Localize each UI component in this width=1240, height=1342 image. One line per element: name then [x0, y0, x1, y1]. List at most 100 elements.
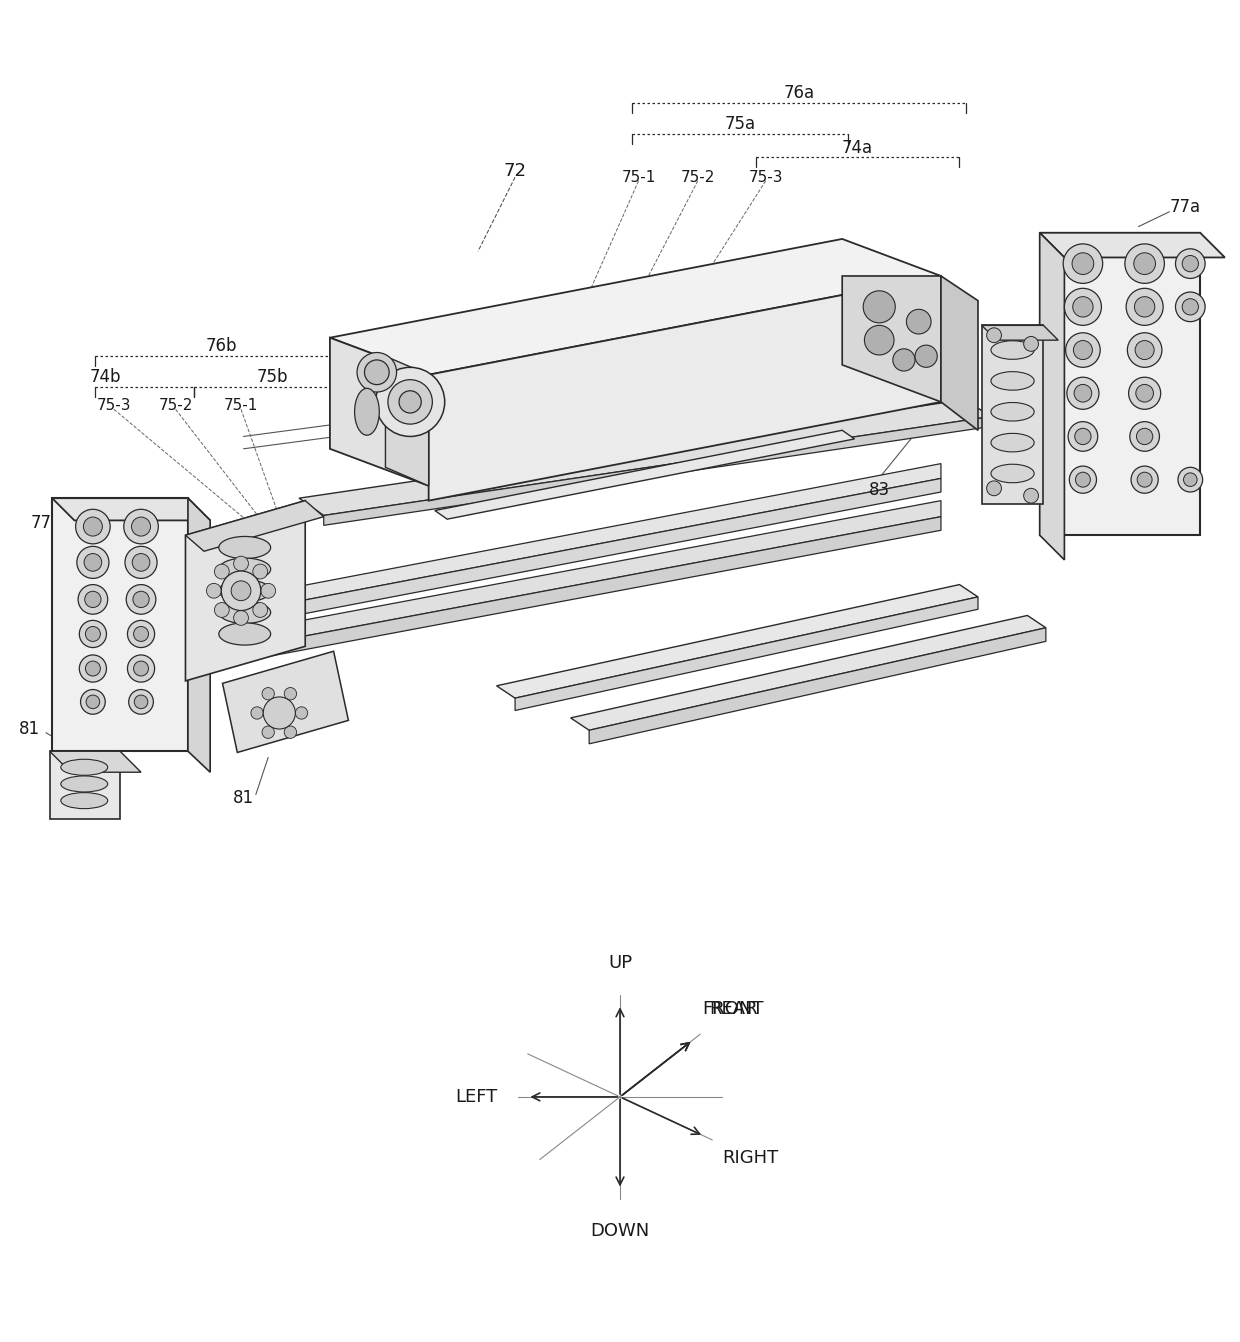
Polygon shape: [941, 276, 978, 431]
Text: 81: 81: [233, 789, 254, 807]
Ellipse shape: [991, 403, 1034, 421]
Ellipse shape: [61, 793, 108, 809]
Polygon shape: [243, 479, 941, 625]
Circle shape: [126, 585, 156, 615]
Circle shape: [1133, 252, 1156, 275]
Circle shape: [79, 655, 107, 682]
Text: 75b: 75b: [257, 368, 288, 386]
Circle shape: [134, 662, 149, 676]
Circle shape: [124, 509, 159, 544]
Circle shape: [893, 349, 915, 370]
Circle shape: [284, 687, 296, 701]
Circle shape: [1126, 289, 1163, 325]
Circle shape: [131, 517, 150, 535]
Circle shape: [1074, 341, 1092, 360]
Circle shape: [221, 570, 260, 611]
Polygon shape: [1039, 232, 1064, 560]
Circle shape: [250, 707, 263, 719]
Circle shape: [1135, 297, 1154, 317]
Text: 81: 81: [20, 721, 41, 738]
Circle shape: [1135, 341, 1154, 360]
Circle shape: [388, 380, 433, 424]
Circle shape: [864, 325, 894, 356]
Polygon shape: [570, 616, 1045, 730]
Circle shape: [1068, 421, 1097, 451]
Polygon shape: [435, 431, 854, 519]
Circle shape: [231, 581, 250, 601]
Circle shape: [215, 564, 229, 578]
Text: 83: 83: [869, 480, 890, 498]
Polygon shape: [186, 501, 324, 552]
Circle shape: [134, 627, 149, 641]
Ellipse shape: [218, 558, 270, 580]
Circle shape: [1137, 472, 1152, 487]
Text: 77b: 77b: [30, 514, 62, 531]
Circle shape: [133, 553, 150, 572]
Text: LEFT: LEFT: [455, 1088, 497, 1106]
Circle shape: [1065, 333, 1100, 368]
Circle shape: [1131, 466, 1158, 494]
Text: FRONT: FRONT: [702, 1000, 764, 1017]
Polygon shape: [324, 417, 991, 525]
Circle shape: [1125, 244, 1164, 283]
Polygon shape: [330, 239, 941, 374]
Circle shape: [295, 707, 308, 719]
Ellipse shape: [991, 341, 1034, 360]
Circle shape: [86, 695, 99, 709]
Polygon shape: [515, 597, 978, 710]
Text: 75-1: 75-1: [224, 399, 258, 413]
Circle shape: [987, 327, 1002, 342]
Circle shape: [399, 391, 422, 413]
Circle shape: [77, 546, 109, 578]
Circle shape: [86, 662, 100, 676]
Ellipse shape: [991, 372, 1034, 391]
Polygon shape: [330, 338, 429, 486]
Circle shape: [134, 695, 148, 709]
Circle shape: [1128, 377, 1161, 409]
Circle shape: [128, 655, 155, 682]
Circle shape: [906, 309, 931, 334]
Polygon shape: [188, 498, 210, 772]
Text: UP: UP: [608, 954, 632, 972]
Text: DOWN: DOWN: [590, 1223, 650, 1240]
Circle shape: [1130, 421, 1159, 451]
Text: 76a: 76a: [784, 85, 815, 102]
Text: 77a: 77a: [1169, 197, 1200, 216]
Ellipse shape: [991, 464, 1034, 483]
Text: 75a: 75a: [724, 115, 755, 133]
Ellipse shape: [355, 388, 379, 435]
Circle shape: [253, 603, 268, 617]
Circle shape: [133, 592, 149, 608]
Ellipse shape: [218, 601, 270, 624]
Circle shape: [1176, 248, 1205, 278]
Polygon shape: [50, 752, 141, 772]
Text: 75-1: 75-1: [621, 169, 656, 185]
Polygon shape: [1039, 232, 1225, 258]
Circle shape: [79, 620, 107, 648]
Circle shape: [1075, 428, 1091, 444]
Text: 81: 81: [1033, 417, 1054, 436]
Circle shape: [1176, 293, 1205, 322]
Circle shape: [365, 360, 389, 385]
Circle shape: [376, 368, 445, 436]
Text: REAR: REAR: [709, 1000, 758, 1017]
Circle shape: [1073, 252, 1094, 275]
Circle shape: [129, 690, 154, 714]
Circle shape: [1063, 244, 1102, 283]
Polygon shape: [496, 585, 978, 698]
Text: 76b: 76b: [206, 337, 237, 356]
Circle shape: [1136, 384, 1153, 403]
Text: 82: 82: [1094, 499, 1115, 517]
Circle shape: [1066, 377, 1099, 409]
Text: 74a: 74a: [842, 138, 873, 157]
Polygon shape: [243, 517, 941, 662]
Circle shape: [207, 584, 221, 599]
Text: 83: 83: [505, 331, 526, 349]
Circle shape: [1064, 289, 1101, 325]
Polygon shape: [386, 356, 429, 486]
Circle shape: [1075, 472, 1090, 487]
Circle shape: [1183, 472, 1197, 486]
Circle shape: [1137, 428, 1153, 444]
Circle shape: [125, 546, 157, 578]
Circle shape: [1178, 467, 1203, 493]
